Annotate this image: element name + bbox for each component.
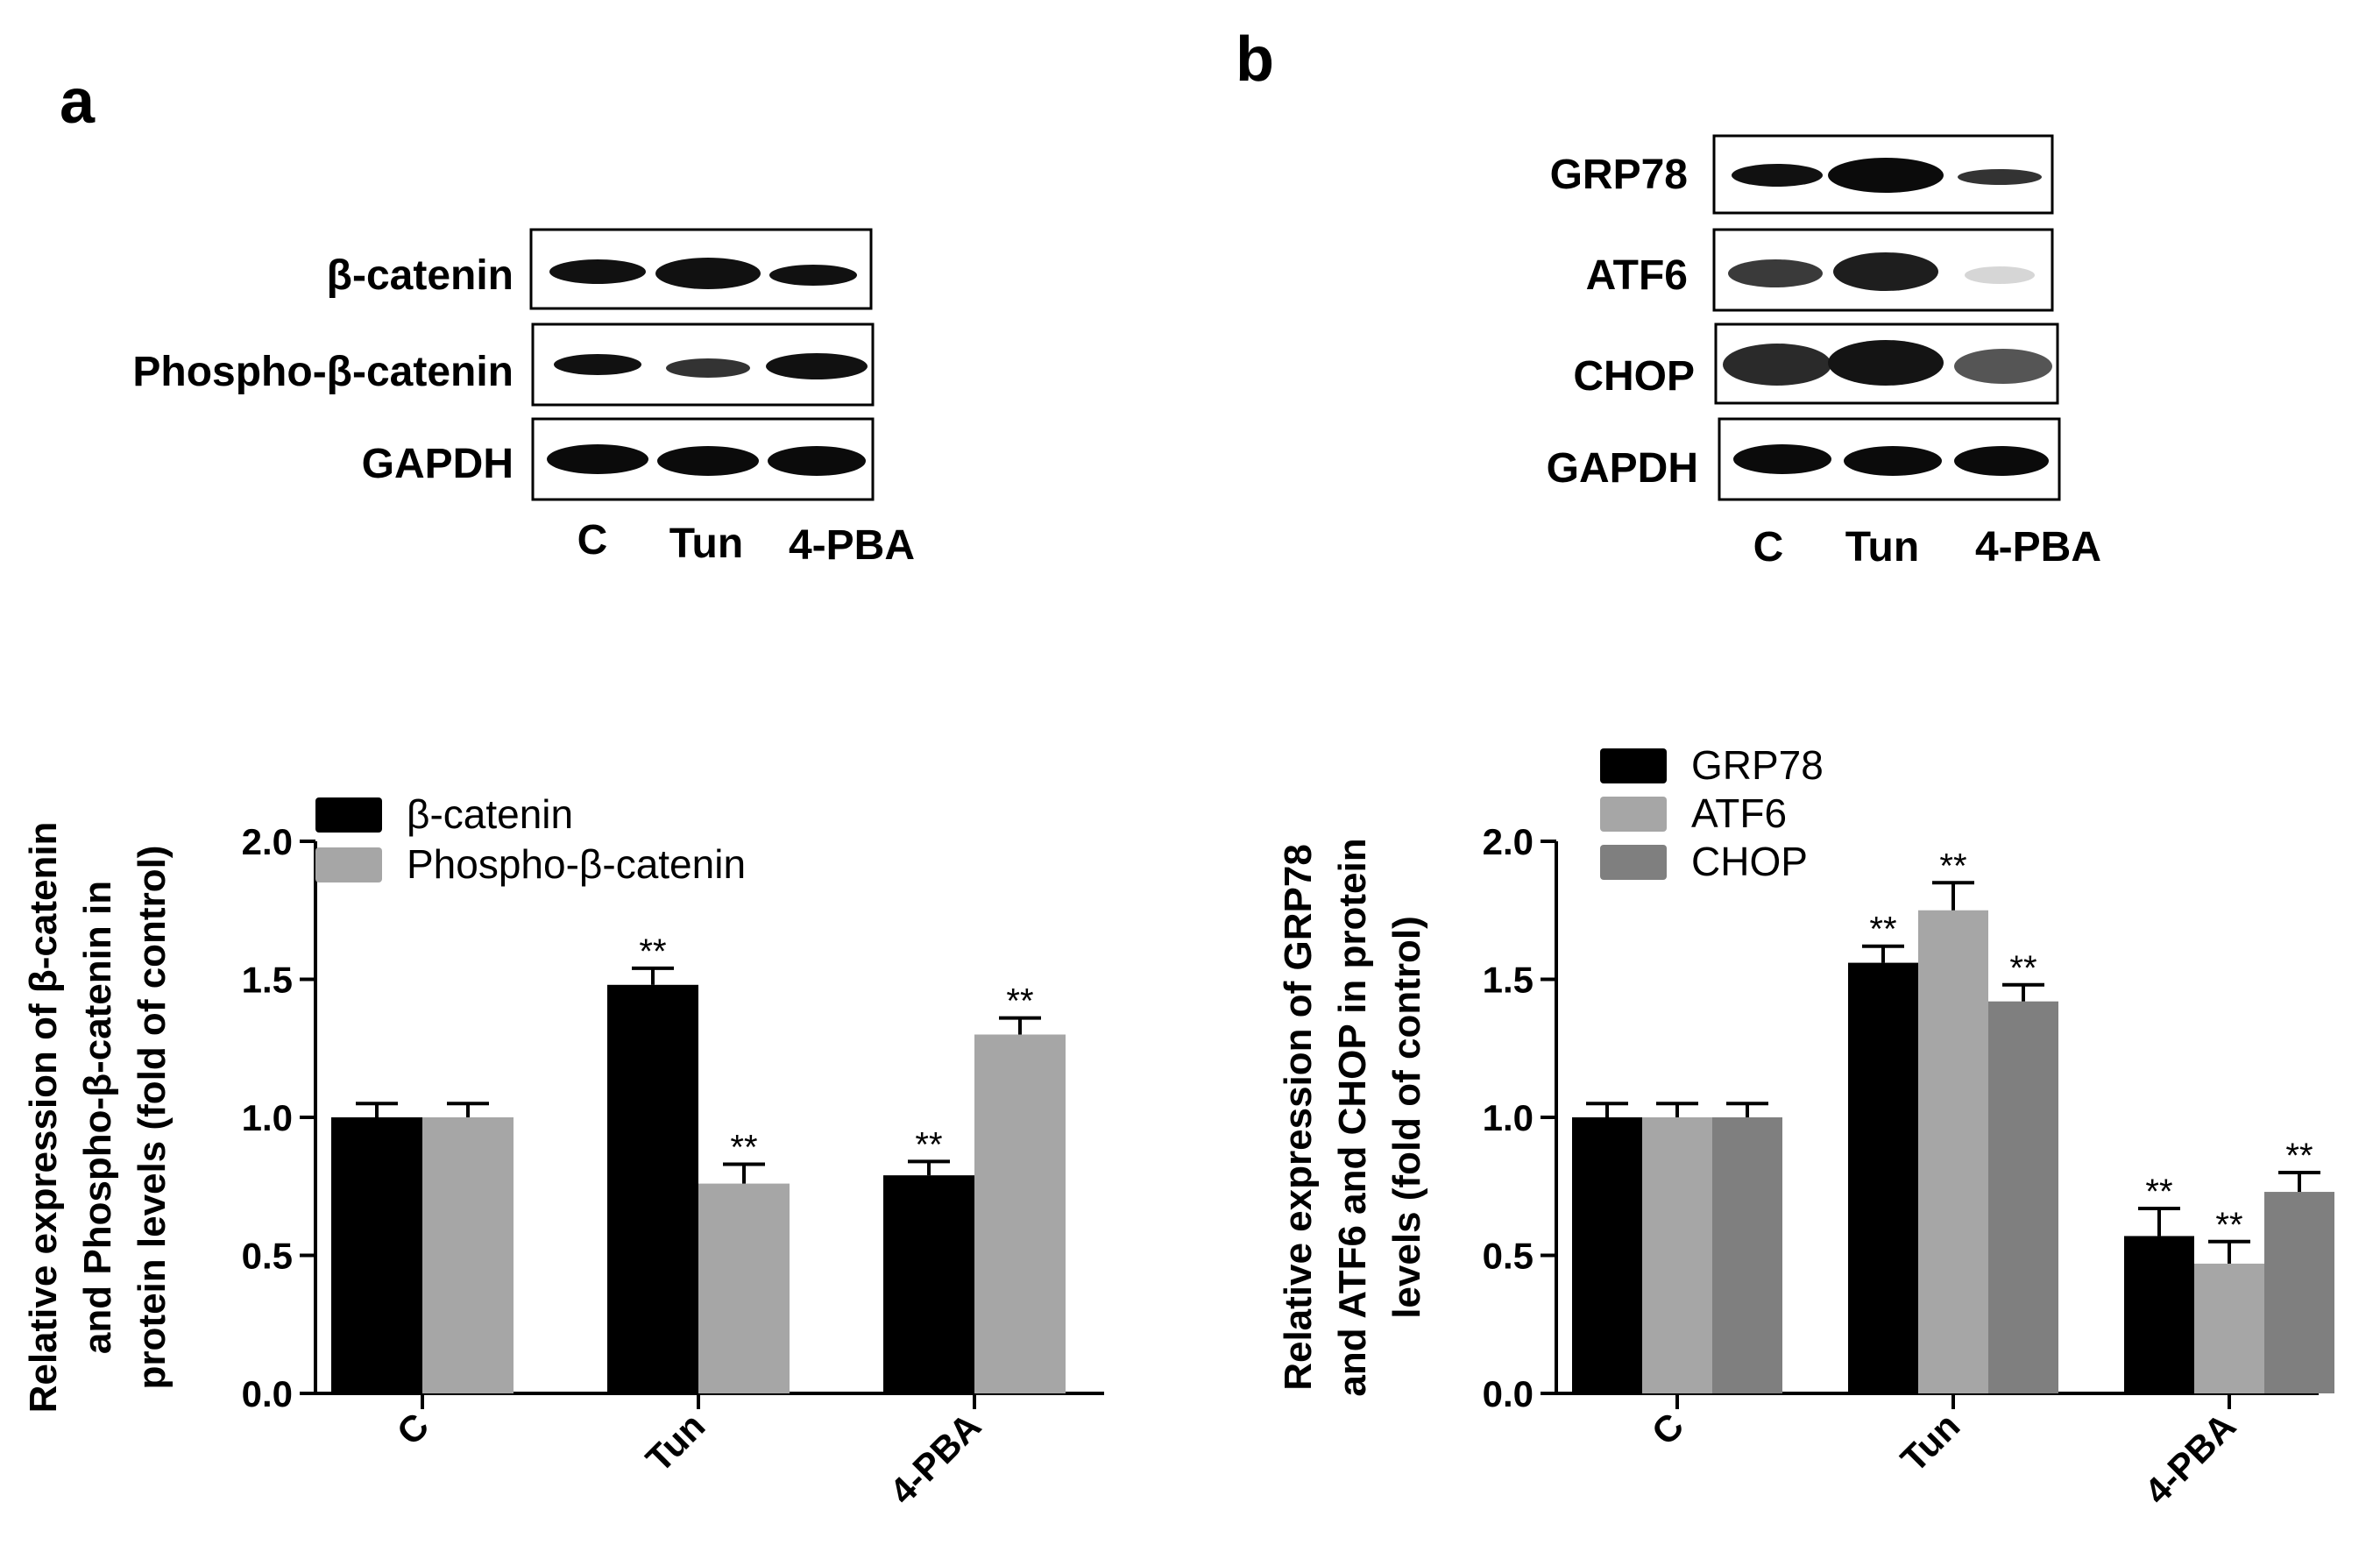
- panel-b-letter: b: [1236, 25, 1274, 95]
- blot-band: [1723, 344, 1831, 386]
- x-tick-label: C: [389, 1405, 437, 1453]
- blot-band: [1844, 446, 1942, 476]
- y-tick-label: 2.0: [1483, 821, 1534, 862]
- blot-band: [766, 353, 868, 379]
- panel-a-letter: a: [60, 67, 96, 137]
- blot-band: [1954, 446, 2049, 476]
- bar: [331, 1117, 422, 1393]
- significance-label: **: [730, 1129, 757, 1167]
- bar: [422, 1117, 514, 1393]
- y-tick-label: 0.0: [242, 1373, 293, 1414]
- x-tick-label: 4-PBA: [2136, 1405, 2243, 1512]
- y-axis-label: Relative expression of β-catenin: [22, 822, 65, 1414]
- blot-band: [655, 258, 761, 289]
- bar: [1848, 962, 1918, 1393]
- significance-label: **: [2215, 1206, 2242, 1244]
- y-tick-label: 0.5: [1483, 1236, 1534, 1277]
- blot-band: [769, 265, 857, 286]
- blot-a: β-catenin Phospho-β-catenin GAPDH C Tun …: [132, 228, 915, 569]
- blot-b-lane-label: Tun: [1845, 524, 1919, 571]
- bar-chart-b: 0.0 0.5 1.0 1.5 2.0 C ** ** ** Tun ** ** ** 4-PBA Rela…: [1277, 742, 2334, 1512]
- bar: [1918, 910, 1988, 1393]
- bar: [883, 1175, 974, 1393]
- blot-b-row-label: ATF6: [1586, 252, 1688, 299]
- y-tick-label: 0.0: [1483, 1373, 1534, 1414]
- legend-label: CHOP: [1691, 839, 1808, 884]
- y-tick-label: 1.0: [1483, 1097, 1534, 1138]
- legend-swatch: [1600, 797, 1667, 832]
- blot-band: [657, 446, 759, 476]
- legend-label: β-catenin: [407, 791, 573, 837]
- blot-b-lane-label: C: [1753, 524, 1784, 571]
- x-tick-label: Tun: [1893, 1405, 1967, 1479]
- blot-band: [1732, 164, 1823, 187]
- blot-band: [1828, 340, 1944, 386]
- blot-band: [549, 259, 646, 284]
- significance-label: **: [2145, 1173, 2172, 1211]
- bar: [2194, 1263, 2264, 1393]
- blot-band: [768, 446, 866, 476]
- blot-band: [1828, 158, 1944, 193]
- bar: [974, 1034, 1066, 1393]
- bar: [698, 1183, 790, 1393]
- x-tick-label: Tun: [638, 1405, 712, 1479]
- legend-swatch: [315, 797, 382, 833]
- y-axis-label: and Phospho-β-catenin in: [76, 881, 119, 1354]
- y-tick-label: 0.5: [242, 1236, 293, 1277]
- blot-b-row-label: CHOP: [1573, 353, 1695, 400]
- significance-label: **: [2009, 949, 2036, 988]
- y-axis-label: Relative expression of GRP78: [1277, 844, 1320, 1391]
- bar: [1572, 1117, 1642, 1393]
- y-tick-label: 1.0: [242, 1097, 293, 1138]
- blot-band: [1954, 349, 2052, 384]
- blot-a-row-label: β-catenin: [327, 252, 514, 299]
- significance-label: **: [1006, 982, 1033, 1021]
- significance-label: **: [639, 932, 666, 971]
- x-tick-label: C: [1644, 1405, 1692, 1453]
- significance-label: **: [1869, 911, 1896, 949]
- blot-b-lane-label: 4-PBA: [1975, 524, 2101, 571]
- x-tick-label: 4-PBA: [882, 1405, 988, 1512]
- y-axis-label: protein levels (fold of control): [131, 846, 174, 1390]
- legend-label: GRP78: [1691, 742, 1824, 788]
- blot-band: [1728, 259, 1823, 287]
- blot-band: [547, 444, 648, 474]
- y-axis-label: and ATF6 and CHOP in protein: [1331, 838, 1374, 1396]
- significance-label: **: [1939, 847, 1966, 885]
- legend-swatch: [1600, 845, 1667, 880]
- y-tick-label: 2.0: [242, 821, 293, 862]
- bar: [1712, 1117, 1782, 1393]
- y-axis-label: levels (fold of control): [1385, 916, 1428, 1319]
- legend-swatch: [1600, 748, 1667, 783]
- y-tick-label: 1.5: [242, 960, 293, 1001]
- blot-band: [1733, 444, 1831, 474]
- bar: [2124, 1236, 2194, 1393]
- blot-a-lane-label: Tun: [669, 521, 743, 567]
- bar: [2264, 1192, 2334, 1393]
- blot-band: [666, 358, 750, 378]
- blot-band: [554, 354, 641, 375]
- blot-band: [1958, 169, 2042, 185]
- legend-label: Phospho-β-catenin: [407, 841, 746, 887]
- blot-b-row-label: GAPDH: [1547, 445, 1698, 492]
- blot-a-lane-label: 4-PBA: [789, 522, 915, 569]
- bar: [607, 984, 698, 1393]
- bar-chart-a: 0.0 0.5 1.0 1.5 2.0 C ** ** Tun ** ** 4-PBA Relative…: [22, 791, 1104, 1512]
- blot-band: [1833, 252, 1938, 291]
- legend-swatch: [315, 847, 382, 882]
- significance-label: **: [915, 1125, 942, 1164]
- blot-a-row-label: GAPDH: [362, 441, 514, 487]
- bar: [1988, 1001, 2058, 1393]
- blot-b-row-label: GRP78: [1550, 152, 1688, 198]
- bar: [1642, 1117, 1712, 1393]
- blot-b: GRP78 ATF6 CHOP GAPDH C Tun 4-PBA: [1547, 134, 2101, 571]
- significance-label: **: [2285, 1137, 2313, 1175]
- blot-band: [1965, 266, 2035, 284]
- legend-label: ATF6: [1691, 790, 1787, 836]
- blot-a-lane-label: C: [577, 517, 608, 563]
- y-tick-label: 1.5: [1483, 960, 1534, 1001]
- blot-a-row-label: Phospho-β-catenin: [132, 349, 514, 395]
